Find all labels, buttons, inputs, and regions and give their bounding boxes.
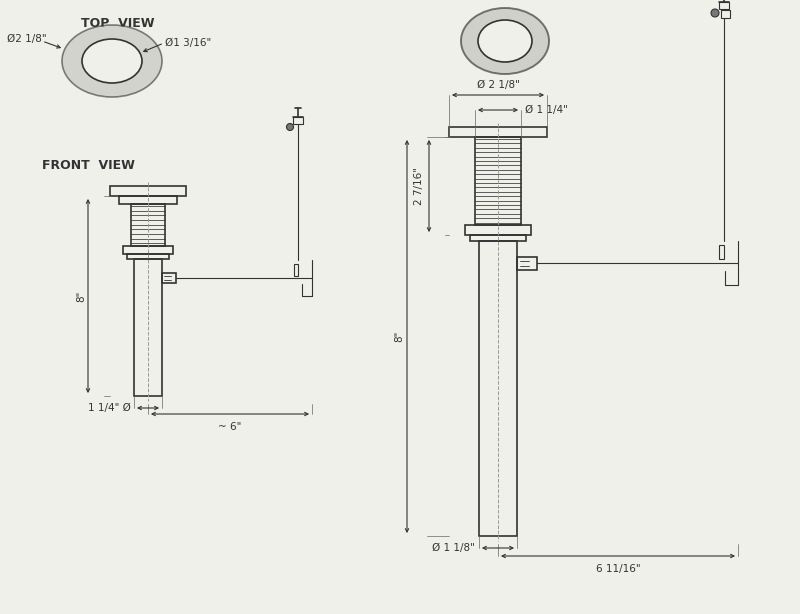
Bar — [719, 245, 724, 259]
Bar — [470, 235, 526, 241]
Ellipse shape — [82, 39, 142, 83]
Bar — [465, 225, 531, 235]
Ellipse shape — [62, 25, 162, 97]
Text: 8": 8" — [394, 331, 404, 342]
Bar — [162, 273, 176, 283]
Text: 1 1/4" Ø: 1 1/4" Ø — [88, 403, 131, 413]
Bar — [517, 257, 537, 270]
Text: FRONT  VIEW: FRONT VIEW — [42, 159, 134, 172]
Text: Ø2 1/8": Ø2 1/8" — [7, 34, 46, 44]
Text: Ø 2 1/8": Ø 2 1/8" — [477, 80, 519, 90]
Bar — [449, 127, 547, 137]
Bar — [110, 186, 186, 196]
Bar — [719, 2, 729, 9]
Text: Ø 1 1/8": Ø 1 1/8" — [432, 543, 475, 553]
Bar — [294, 264, 298, 276]
Text: Ø1 3/16": Ø1 3/16" — [165, 38, 211, 48]
Ellipse shape — [461, 8, 549, 74]
Bar — [293, 117, 303, 124]
Text: ~ 6": ~ 6" — [218, 422, 242, 432]
Bar — [479, 241, 517, 536]
Bar — [119, 196, 177, 204]
Bar — [475, 137, 521, 225]
Text: TOP  VIEW: TOP VIEW — [82, 17, 154, 30]
Bar — [131, 204, 165, 246]
Ellipse shape — [478, 20, 532, 62]
Text: 6 11/16": 6 11/16" — [596, 564, 640, 574]
Text: 2 7/16": 2 7/16" — [414, 167, 424, 205]
Bar — [123, 246, 173, 254]
Text: 8": 8" — [76, 290, 86, 301]
Circle shape — [286, 123, 294, 131]
Bar — [721, 10, 730, 18]
Bar — [134, 259, 162, 396]
Text: Ø 1 1/4": Ø 1 1/4" — [525, 105, 568, 115]
Circle shape — [711, 9, 719, 17]
Bar — [127, 254, 169, 259]
